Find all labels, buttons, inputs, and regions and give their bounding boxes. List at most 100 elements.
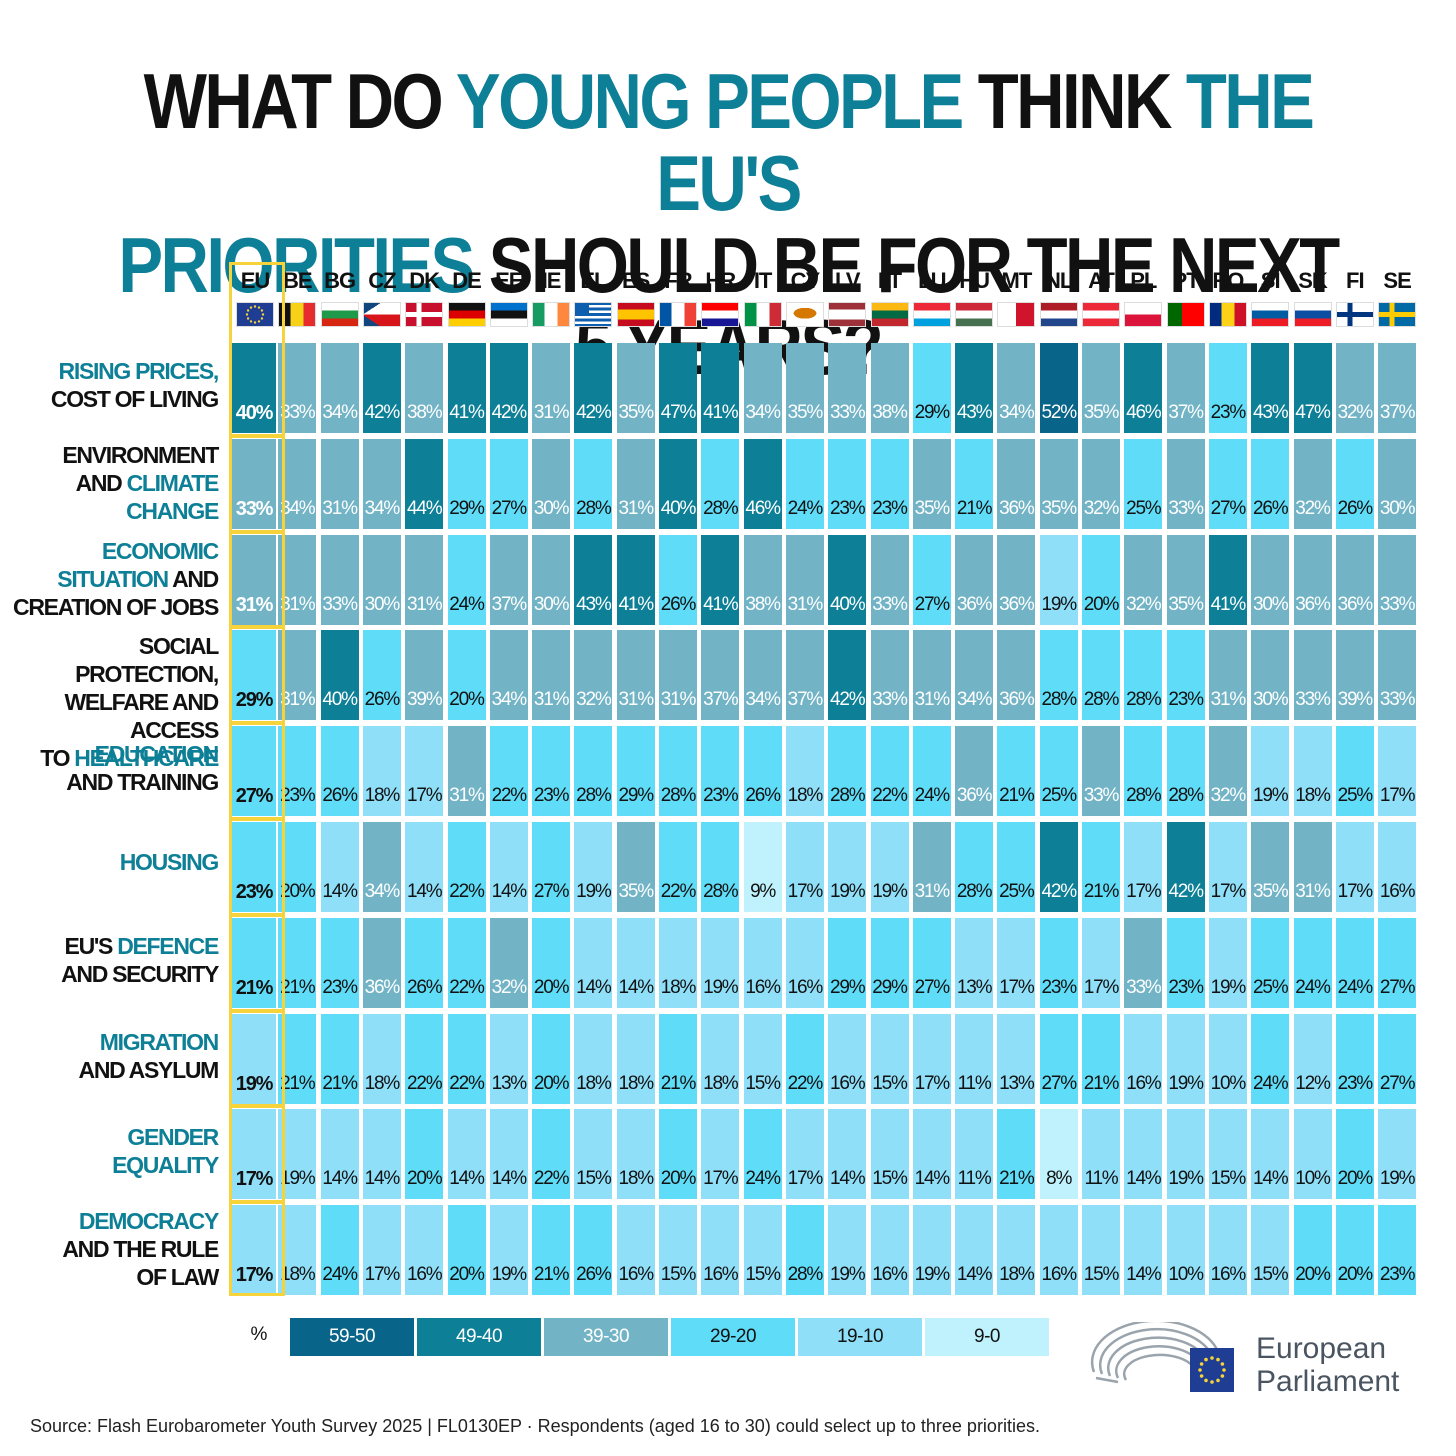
cell-cy-row-4: 18%	[785, 726, 824, 817]
cell-lt-row-0: 38%	[870, 343, 909, 433]
flag-be-icon	[278, 302, 317, 327]
cell-fr-row-0: 47%	[659, 343, 697, 433]
cell-at-row-3: 28%	[1082, 630, 1120, 721]
row-label-segment: CLIMATE	[126, 469, 220, 496]
cell-pl-row-2: 32%	[1124, 534, 1163, 625]
european-parliament-logo-icon	[1088, 1319, 1238, 1407]
cell-fi-row-0: 32%	[1335, 343, 1374, 433]
cell-mt-row-9: 18%	[997, 1205, 1036, 1296]
cell-fi-row-8: 20%	[1335, 1109, 1374, 1200]
cell-pt-row-8: 19%	[1166, 1109, 1205, 1200]
cell-de-row-3: 20%	[447, 630, 486, 721]
eu-column-separator	[231, 817, 283, 821]
cell-de-row-4: 31%	[447, 726, 486, 817]
flag-ro-icon	[1208, 302, 1247, 327]
cell-nl-row-5: 42%	[1039, 822, 1078, 912]
cell-es-row-3: 31%	[616, 630, 655, 721]
cell-hr-row-9: 16%	[701, 1205, 740, 1296]
cell-pl-row-3: 28%	[1124, 630, 1163, 721]
row-label-segment: AND TRAINING	[66, 769, 219, 796]
cell-fi-row-5: 17%	[1335, 822, 1374, 912]
cell-lu-row-0: 29%	[912, 343, 951, 433]
cell-ie-row-5: 27%	[532, 822, 571, 912]
column-header-be: BE	[283, 268, 313, 293]
cell-sk-row-0: 47%	[1293, 343, 1332, 433]
cell-pt-row-1: 33%	[1166, 438, 1205, 529]
cell-cy-row-5: 17%	[785, 822, 824, 912]
row-label-segment: CHANGE	[126, 497, 219, 524]
row-label-segment: TO	[40, 745, 75, 772]
column-header-nl: NL	[1045, 268, 1073, 293]
cell-el-row-2: 43%	[574, 534, 613, 625]
row-label-2: ECONOMIC SITUATION AND CREATION OF JOBS	[0, 537, 219, 621]
cell-be-row-5: 20%	[278, 822, 317, 912]
cell-lu-row-4: 24%	[912, 726, 951, 817]
cell-bg-row-0: 34%	[320, 343, 359, 433]
cell-lu-row-8: 14%	[912, 1109, 951, 1200]
flag-fr-icon	[659, 302, 697, 327]
cell-be-row-9: 18%	[278, 1205, 317, 1296]
cell-se-row-1: 30%	[1378, 438, 1417, 529]
cell-eu-row-6: 21%	[232, 917, 276, 1008]
cell-it-row-6: 16%	[743, 917, 782, 1008]
cell-si-row-5: 35%	[1251, 822, 1290, 912]
cell-bg-row-5: 14%	[320, 822, 359, 912]
row-label-line: TO HEALTHCARE	[0, 744, 219, 772]
cell-ee-row-6: 32%	[489, 917, 528, 1008]
cell-pt-row-2: 35%	[1166, 534, 1205, 625]
cell-eu-row-9: 17%	[232, 1205, 276, 1296]
cell-dk-row-0: 38%	[405, 343, 444, 433]
cell-dk-row-9: 16%	[405, 1205, 444, 1296]
cell-sk-row-4: 18%	[1293, 726, 1332, 817]
row-label-segment: GENDER	[127, 1124, 219, 1151]
source-note: Source: Flash Eurobarometer Youth Survey…	[30, 1416, 1040, 1436]
cell-be-row-8: 19%	[278, 1109, 317, 1200]
cell-lt-row-3: 33%	[870, 630, 909, 721]
cell-si-row-8: 14%	[1251, 1109, 1290, 1200]
cell-cy-row-6: 16%	[785, 917, 824, 1008]
cell-eu-row-0: 40%	[232, 343, 276, 433]
cell-nl-row-9: 16%	[1039, 1205, 1078, 1296]
cell-hr-row-0: 41%	[701, 343, 740, 433]
eu-column-separator	[231, 912, 283, 917]
cell-sk-row-9: 20%	[1293, 1205, 1332, 1296]
cell-ie-row-7: 20%	[532, 1013, 571, 1104]
row-label-line: AND CLIMATE	[0, 469, 220, 497]
cell-ie-row-8: 22%	[532, 1109, 571, 1200]
cell-de-row-7: 22%	[447, 1013, 486, 1104]
flag-lt-icon	[870, 302, 909, 327]
cell-sk-row-8: 10%	[1293, 1109, 1332, 1200]
row-label-segment: OF LAW	[136, 1264, 219, 1291]
cell-se-row-4: 17%	[1378, 726, 1417, 817]
cell-at-row-6: 17%	[1082, 917, 1120, 1008]
cell-ro-row-6: 19%	[1208, 917, 1247, 1008]
title-line-1-segment-2: THINK	[961, 57, 1186, 145]
cell-eu-row-3: 29%	[232, 630, 276, 721]
cell-ie-row-9: 21%	[532, 1205, 571, 1296]
cell-nl-row-4: 25%	[1039, 726, 1078, 817]
cell-es-row-1: 31%	[616, 438, 655, 529]
flag-bg-icon	[320, 302, 359, 327]
european-parliament-wordmark: European Parliament	[1256, 1332, 1399, 1398]
cell-dk-row-3: 39%	[405, 630, 444, 721]
cell-cz-row-7: 18%	[362, 1013, 401, 1104]
row-label-line: OF LAW	[0, 1263, 219, 1291]
cell-cz-row-1: 34%	[362, 438, 401, 529]
cell-lu-row-3: 31%	[912, 630, 951, 721]
flag-eu-icon	[236, 302, 274, 327]
cell-fr-row-6: 18%	[659, 917, 697, 1008]
cell-el-row-1: 28%	[574, 438, 613, 529]
row-label-line: RISING PRICES,	[0, 357, 220, 385]
cell-cz-row-4: 18%	[362, 726, 401, 817]
cell-bg-row-1: 31%	[320, 438, 359, 529]
cell-lv-row-7: 16%	[828, 1013, 867, 1104]
cell-se-row-5: 16%	[1378, 822, 1417, 912]
cell-se-row-9: 23%	[1378, 1205, 1417, 1296]
cell-ro-row-8: 15%	[1208, 1109, 1247, 1200]
cell-nl-row-0: 52%	[1039, 343, 1078, 433]
column-header-fr: FR	[664, 268, 692, 293]
cell-hr-row-2: 41%	[701, 534, 740, 625]
cell-mt-row-5: 25%	[997, 822, 1036, 912]
cell-de-row-5: 22%	[447, 822, 486, 912]
cell-se-row-2: 33%	[1378, 534, 1417, 625]
